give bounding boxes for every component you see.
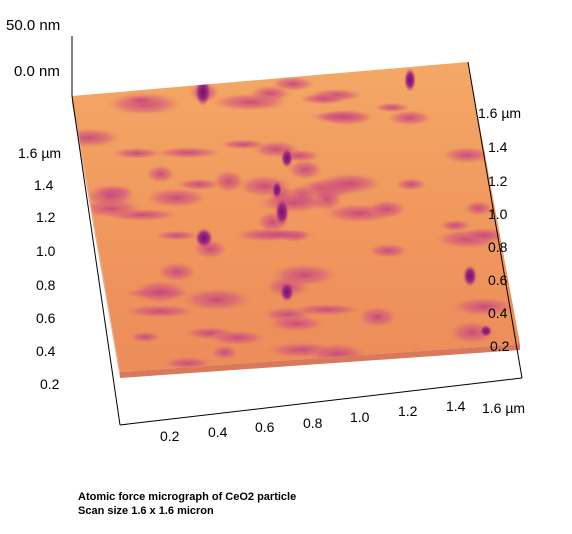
surface-bump: [144, 187, 209, 208]
right-axis-tick-label: 0.2: [490, 338, 510, 354]
surface-bump: [266, 315, 326, 332]
particle-peak: [195, 78, 211, 106]
surface-bump: [373, 102, 411, 113]
caption-scan-size: Scan size 1.6 x 1.6 micron: [78, 505, 214, 517]
surface-bump: [219, 139, 268, 150]
surface-bump: [439, 219, 472, 232]
particle-peak: [346, 62, 366, 72]
caption-title: Atomic force micrograph of CeO2 particle: [78, 491, 297, 503]
surface-bump: [210, 344, 239, 360]
right-axis-tick-label: 0.4: [488, 305, 508, 321]
left-axis-tick-label: 0.8: [36, 277, 56, 293]
surface-bump: [299, 93, 348, 105]
surface-texture: [72, 62, 517, 370]
particle-peak: [272, 181, 282, 199]
particle-peak: [275, 198, 289, 226]
surface-bump: [269, 263, 339, 287]
surface-bump: [394, 177, 428, 191]
left-axis-tick-label: 0.6: [36, 310, 56, 326]
right-axis-tick-label: 1.2: [488, 173, 508, 189]
left-axis-tick-label: 1.6 µm: [18, 145, 61, 161]
surface-bump: [154, 230, 200, 241]
bottom-axis-tick-label: 1.4: [446, 398, 466, 414]
surface-bump: [450, 297, 517, 317]
z-axis-bottom-label: 0.0 nm: [14, 63, 60, 80]
surface-bump: [180, 287, 253, 312]
particle-peak: [281, 148, 293, 168]
surface-bump: [145, 164, 176, 184]
left-axis-ticks: 1.6 µm 1.4 1.2 1.0 0.8 0.6 0.4 0.2: [18, 145, 61, 392]
surface-bump: [72, 127, 122, 148]
surface-bump: [130, 280, 190, 304]
surface-front-edge: [120, 344, 520, 378]
right-axis-line: [467, 61, 523, 379]
surface-bump: [154, 146, 222, 159]
bottom-axis-ticks: 0.2 0.4 0.6 0.8 1.0 1.2 1.4 1.6 µm: [160, 398, 525, 444]
z-axis-top-label: 50.0 nm: [6, 17, 60, 34]
surface-bump: [290, 303, 363, 316]
surface-bump: [367, 243, 410, 259]
particle-peak: [404, 68, 416, 92]
particle-peak: [463, 265, 477, 287]
surface-bump: [357, 306, 398, 328]
left-axis-tick-label: 1.4: [34, 177, 54, 193]
bottom-axis-tick-label: 0.6: [255, 419, 275, 435]
surface-bump: [122, 304, 198, 319]
particle-peak: [280, 282, 294, 302]
left-axis-tick-label: 0.4: [36, 343, 56, 359]
right-axis-ticks: 1.6 µm 1.4 1.2 1.0 0.8 0.6 0.4 0.2: [478, 105, 521, 354]
particle-peak: [480, 325, 492, 337]
bottom-axis-tick-label: 0.4: [208, 424, 228, 440]
surface-bump: [212, 169, 245, 193]
surface-bump: [256, 192, 330, 213]
right-axis-tick-label: 1.4: [488, 139, 508, 155]
bottom-axis-line: [119, 377, 523, 426]
left-axis-tick-label: 1.2: [36, 209, 56, 225]
surface-bump: [156, 261, 197, 283]
surface-bump: [441, 146, 493, 164]
right-axis-tick-label: 1.6 µm: [478, 105, 521, 121]
particle-peak: [195, 228, 213, 248]
bottom-axis-tick-label: 0.8: [303, 415, 323, 431]
bottom-axis-tick-label: 0.2: [160, 428, 180, 444]
left-axis-tick-label: 1.0: [36, 243, 56, 259]
surface-bump: [309, 110, 373, 123]
left-axis-tick-label: 0.2: [40, 376, 60, 392]
right-axis-tick-label: 1.0: [488, 206, 508, 222]
surface-bump: [84, 184, 137, 209]
left-axis-line: [71, 95, 121, 426]
right-axis-tick-label: 0.8: [488, 239, 508, 255]
bottom-axis-tick-label: 1.0: [350, 409, 370, 425]
surface-bump: [242, 229, 318, 241]
surface-bump: [176, 178, 221, 191]
surface-bump: [210, 93, 290, 111]
surface-bump: [367, 199, 408, 219]
surface-bump: [124, 95, 157, 106]
surface-bump: [387, 110, 433, 126]
bottom-axis-tick-label: 1.2: [398, 403, 418, 419]
surface-left-edge: [72, 96, 120, 378]
right-axis-tick-label: 0.6: [488, 272, 508, 288]
surface-bump: [316, 172, 384, 194]
surface-bump: [287, 159, 324, 181]
surface-bump: [461, 227, 508, 243]
surface-bump: [128, 331, 162, 343]
surface-bump: [111, 147, 163, 159]
surface-bump: [463, 200, 494, 216]
surface-bump: [208, 330, 268, 346]
bottom-axis-tick-label: 1.6 µm: [482, 400, 525, 416]
